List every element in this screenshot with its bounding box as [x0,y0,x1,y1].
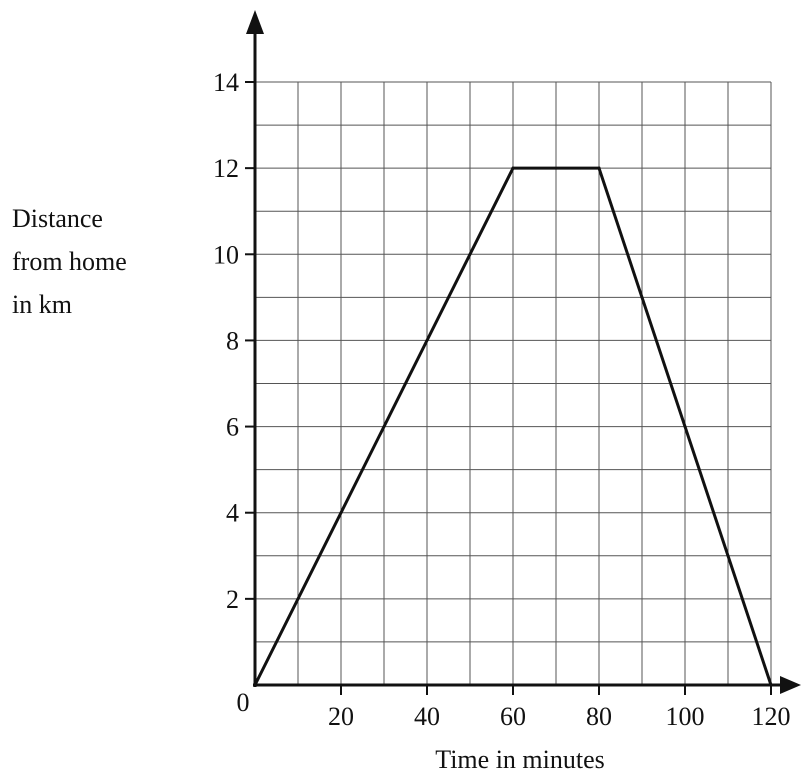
y-tick-label: 4 [226,499,239,528]
series-line [253,166,773,686]
axes [246,10,801,694]
y-axis-title-line-2: from home [12,247,127,276]
series-point [769,683,773,687]
labels: Distance from home in km Time in minutes… [12,204,605,774]
y-tick-label: 6 [226,413,239,442]
y-axis-title-line-1: Distance [12,204,103,233]
y-axis-arrowhead [246,10,264,34]
y-tick-label: 8 [226,326,239,355]
y-tick-label: 2 [226,585,239,614]
y-axis-title-line-3: in km [12,290,72,319]
origin-label: 0 [237,688,250,717]
series-point [253,683,257,687]
y-tick-label: 10 [213,240,239,269]
series [253,166,773,687]
series-point [597,166,601,170]
y-tick-label: 12 [213,154,239,183]
x-tick-label: 60 [500,702,526,731]
x-tick-label: 100 [666,702,705,731]
x-tick-label: 80 [586,702,612,731]
x-tick-label: 120 [752,702,791,731]
x-axis-arrowhead [780,676,801,694]
grid [255,81,772,685]
ticks: 2 4 6 8 10 12 14 20 40 60 80 100 120 [213,68,791,731]
y-tick-label: 14 [213,68,239,97]
series-point [511,166,515,170]
x-tick-label: 20 [328,702,354,731]
x-tick-label: 40 [414,702,440,731]
x-axis-title: Time in minutes [435,745,605,774]
